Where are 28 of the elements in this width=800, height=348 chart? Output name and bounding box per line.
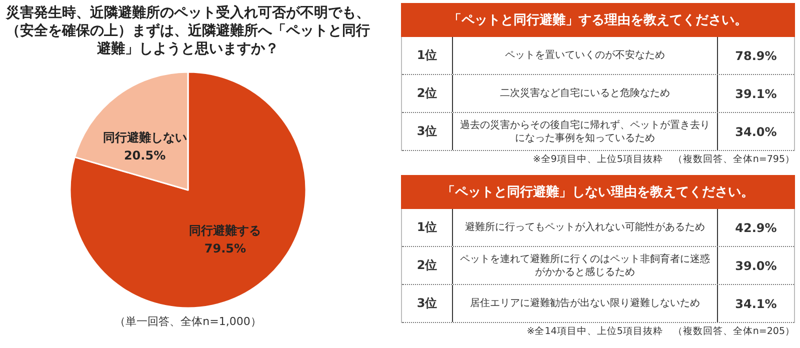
category-label: 過去の災害からその後自宅に帰れず、ペットが置き去りになった事例を知っているため bbox=[453, 113, 718, 150]
text: 3位 bbox=[402, 285, 453, 322]
chart-title: 災害発生時、近隣避難所のペット受入れ可否が不明でも、（安全を確保の上）まずは、近隣避難所へ「ペットと同行避難」しようと思いますか？ bbox=[4, 4, 371, 58]
text: 2位 bbox=[402, 247, 453, 284]
data-label: 39.1% bbox=[734, 86, 778, 102]
data-label: 42.9% bbox=[734, 220, 778, 236]
data-label: 20.5% bbox=[124, 148, 166, 162]
slice-label: 同行避難しない bbox=[102, 130, 187, 144]
data-label: 39.0% bbox=[734, 258, 778, 274]
category-label: ペットを置いていくのが不安なため bbox=[453, 37, 718, 74]
text: ※全9項目中、上位5項目抜粋 （複数回答、全体n=795） bbox=[532, 153, 795, 166]
category-label: 避難所に行ってもペットが入れない可能性があるため bbox=[453, 209, 718, 246]
text: 1位 bbox=[402, 209, 453, 246]
category-label: ペットを連れて避難所に行くのはペット非飼育者に迷惑がかかると感じるため bbox=[453, 247, 718, 284]
data-label: 34.0% bbox=[734, 124, 778, 140]
text: 2位 bbox=[402, 75, 453, 112]
category-label: 二次災害など自宅にいると危険なため bbox=[453, 75, 718, 112]
text: ※全14項目中、上位5項目抜粋 （複数回答、全体n=205） bbox=[526, 325, 795, 338]
data-label: 34.1% bbox=[734, 296, 778, 312]
text: 3位 bbox=[402, 113, 453, 150]
text: 1位 bbox=[402, 37, 453, 74]
slice-label: 同行避難する bbox=[189, 224, 262, 238]
data-label: 78.9% bbox=[734, 48, 778, 64]
data-label: 79.5% bbox=[204, 242, 246, 256]
text: 「ペットと同行避難」しない理由を教えてください。 bbox=[401, 175, 795, 209]
text: （単一回答、全体n=1,000） bbox=[114, 315, 262, 328]
category-label: 居住エリアに避難勧告が出ない限り避難しないため bbox=[453, 285, 718, 322]
text: 「ペットと同行避難」する理由を教えてください。 bbox=[401, 3, 795, 37]
